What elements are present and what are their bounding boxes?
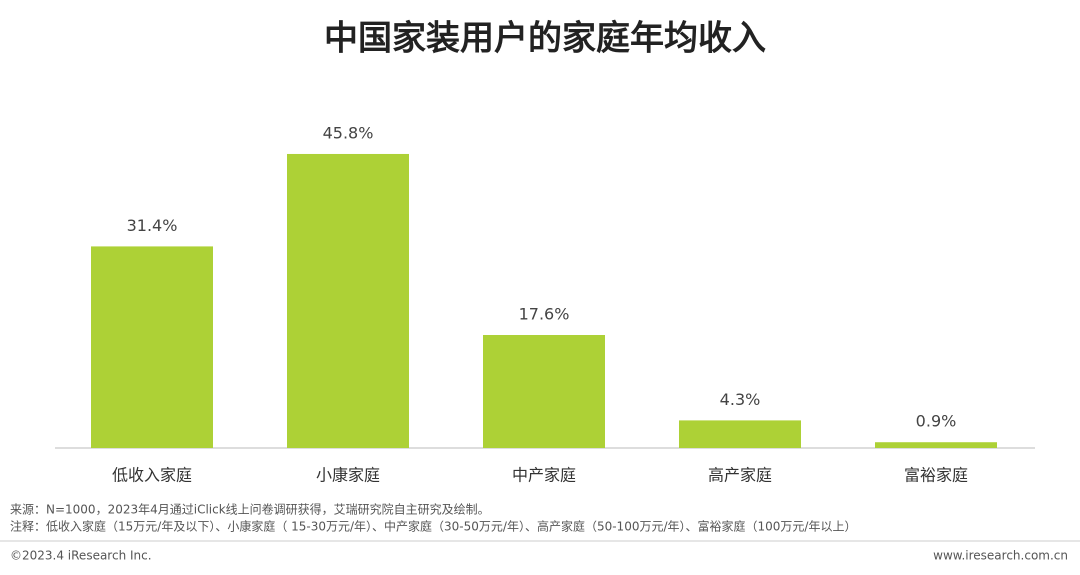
x-tick-label: 富裕家庭 (904, 466, 968, 485)
value-label: 0.9% (916, 412, 957, 431)
x-tick-label: 中产家庭 (512, 466, 576, 485)
bar (875, 442, 997, 448)
chart-title: 中国家装用户的家庭年均收入 (324, 19, 766, 59)
bar (287, 153, 409, 449)
value-label: 17.6% (519, 305, 570, 324)
x-tick-label: 低收入家庭 (112, 466, 192, 485)
bar (679, 420, 801, 448)
bar (483, 335, 605, 448)
x-tick-label: 小康家庭 (316, 466, 380, 485)
copyright: ©2023.4 iResearch Inc. (10, 549, 152, 563)
value-label: 31.4% (127, 216, 178, 235)
note: 注释：低收入家庭（15万元/年及以下）、小康家庭（ 15-30万元/年）、中产家… (10, 519, 856, 534)
x-tick-label: 高产家庭 (708, 466, 772, 485)
value-label: 4.3% (720, 390, 761, 409)
source: 来源：N=1000，2023年4月通过iClick线上问卷调研获得，艾瑞研究院自… (10, 502, 490, 517)
website: www.iresearch.com.cn (933, 549, 1068, 563)
value-label: 45.8% (323, 123, 374, 142)
bar (91, 246, 213, 448)
